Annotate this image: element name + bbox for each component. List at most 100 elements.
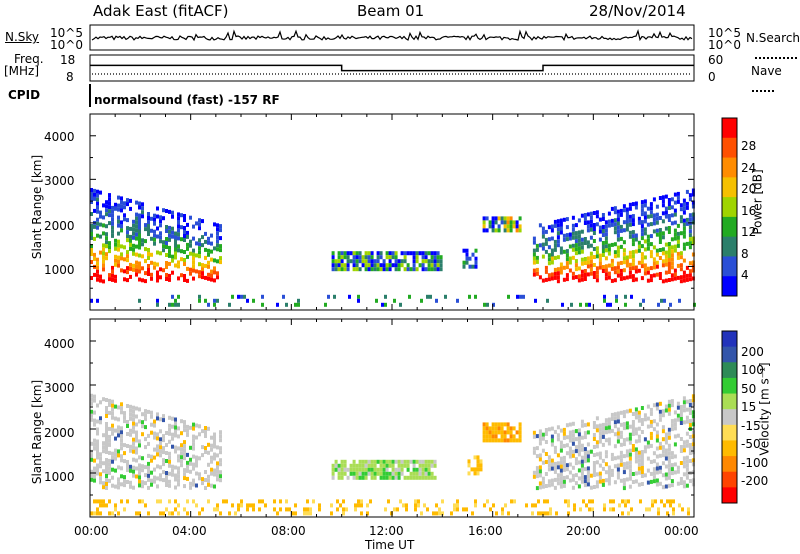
heat-cell — [102, 503, 105, 508]
heat-cell — [129, 468, 132, 473]
heat-cell — [574, 267, 578, 272]
heat-cell — [126, 266, 129, 271]
heat-cell — [604, 224, 608, 229]
heat-cell — [180, 451, 183, 456]
heat-cell — [568, 422, 572, 427]
heat-cell — [669, 503, 672, 508]
heat-cell — [642, 298, 645, 303]
heat-cell — [120, 482, 123, 487]
heat-cell — [414, 507, 417, 512]
heat-cell — [334, 467, 338, 472]
heat-cell — [174, 507, 177, 512]
heat-cell — [216, 275, 219, 280]
heat-cell — [649, 202, 653, 207]
heat-cell — [171, 254, 174, 259]
heat-cell — [183, 230, 186, 234]
heat-cell — [652, 213, 656, 218]
heat-cell — [111, 459, 114, 464]
heat-cell — [637, 470, 641, 475]
axis-ticks — [89, 113, 695, 517]
heat-cell — [102, 243, 105, 248]
heat-cell — [598, 455, 602, 460]
heat-cell — [111, 233, 114, 238]
heat-cell — [661, 247, 665, 252]
heat-cell — [123, 269, 126, 274]
heat-cell — [153, 419, 156, 424]
heat-cell — [192, 499, 195, 504]
heat-cell — [509, 220, 513, 225]
heat-cell — [538, 457, 542, 462]
nsearch-tick-bottom: 10^0 — [708, 38, 741, 52]
heat-cell — [691, 268, 695, 273]
heat-cell — [640, 264, 644, 269]
heat-cell — [132, 485, 135, 490]
heat-cell — [538, 485, 542, 490]
heat-cell — [204, 450, 207, 454]
heat-cell — [102, 223, 105, 228]
heat-cell — [177, 276, 180, 281]
heat-cell — [673, 454, 677, 459]
heat-cell — [120, 224, 123, 229]
heat-cell — [180, 463, 183, 468]
heat-cell — [535, 259, 539, 264]
heat-cell — [99, 400, 102, 405]
heat-cell — [282, 294, 285, 299]
heat-cell — [180, 273, 183, 278]
heat-cell — [141, 206, 144, 211]
heat-cell — [604, 228, 608, 233]
heat-cell — [358, 463, 362, 468]
heat-cell — [547, 245, 551, 250]
heat-cell — [408, 294, 411, 299]
heat-cell — [607, 251, 611, 256]
heat-cell — [105, 422, 108, 426]
heat-cell — [565, 277, 569, 282]
heat-cell — [592, 247, 596, 251]
heat-cell — [664, 432, 668, 437]
heat-cell — [568, 430, 572, 435]
heat-cell — [213, 436, 216, 441]
heat-cell — [331, 263, 335, 268]
heat-cell — [670, 257, 674, 262]
heat-cell — [509, 216, 513, 221]
heat-cell — [421, 251, 425, 256]
heat-cell — [96, 201, 99, 206]
heat-cell — [105, 224, 108, 229]
heat-cell — [547, 225, 551, 230]
heat-cell — [634, 415, 638, 420]
heat-cell — [637, 450, 641, 455]
heat-cell — [556, 477, 560, 482]
heat-cell — [102, 231, 105, 236]
heat-cell — [667, 250, 671, 254]
heat-cell — [379, 255, 383, 260]
heat-cell — [544, 432, 548, 436]
heat-cell — [667, 483, 671, 488]
heat-cell — [436, 267, 440, 272]
heat-cell — [210, 467, 213, 472]
heat-cell — [213, 266, 216, 271]
heat-cell — [213, 298, 216, 303]
heat-cell — [655, 454, 659, 459]
heat-cell — [492, 503, 495, 508]
heat-cell — [468, 256, 472, 261]
heat-cell — [586, 212, 590, 217]
heat-cell — [556, 255, 560, 260]
heat-cell — [585, 302, 588, 307]
heat-cell — [219, 224, 222, 229]
heat-cell — [604, 430, 608, 435]
heat-cell — [162, 458, 165, 463]
heat-cell — [186, 234, 189, 239]
heat-cell — [601, 249, 605, 253]
heat-cell — [207, 252, 210, 257]
heat-cell — [120, 466, 123, 471]
heat-cell — [465, 260, 469, 265]
heat-cell — [667, 202, 671, 206]
heat-cell — [132, 449, 135, 454]
heat-cell — [660, 298, 663, 303]
heat-cell — [219, 511, 222, 516]
heat-cell — [96, 209, 99, 214]
heat-cell — [102, 499, 105, 504]
heat-cell — [159, 231, 162, 236]
heat-cell — [456, 503, 459, 508]
heat-cell — [141, 266, 144, 271]
heat-cell — [646, 246, 650, 251]
